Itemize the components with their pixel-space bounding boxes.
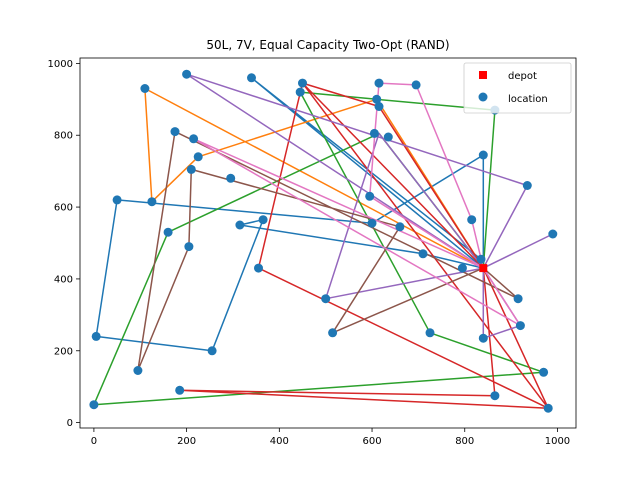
y-tick-label: 0 <box>67 418 73 429</box>
x-tick-label: 400 <box>270 436 289 447</box>
location-point <box>372 94 382 104</box>
location-point <box>184 242 194 252</box>
location-point <box>395 222 405 232</box>
location-point <box>515 321 525 331</box>
x-tick-label: 1000 <box>545 436 570 447</box>
y-tick-label: 400 <box>54 274 73 285</box>
location-point <box>490 391 500 401</box>
points-layer <box>89 69 558 413</box>
location-point <box>186 164 196 174</box>
location-point <box>207 346 217 356</box>
location-point <box>457 263 467 273</box>
location-point <box>163 227 173 237</box>
location-point <box>467 215 477 225</box>
route-line-5 <box>185 73 554 339</box>
location-point <box>478 333 488 343</box>
location-point <box>175 385 185 395</box>
location-point <box>328 328 338 338</box>
location-point <box>418 249 428 259</box>
x-tick-label: 0 <box>91 436 97 447</box>
location-point <box>147 197 157 207</box>
location-point <box>247 73 256 83</box>
x-tick-label: 600 <box>362 436 381 447</box>
location-point <box>425 328 435 338</box>
location-point <box>170 127 180 137</box>
location-point <box>226 173 236 183</box>
chart-title: 50L, 7V, Equal Capacity Two-Opt (RAND) <box>206 38 449 52</box>
location-point <box>298 78 307 88</box>
y-axis: 0 200 400 600 800 1000 <box>48 59 80 429</box>
x-tick-label: 800 <box>455 436 474 447</box>
location-point <box>91 331 101 341</box>
plot-border <box>79 57 577 429</box>
location-point <box>193 152 203 162</box>
y-tick-label: 800 <box>54 131 73 142</box>
location-point <box>254 263 263 273</box>
y-tick-label: 200 <box>54 346 73 357</box>
location-point <box>383 132 393 142</box>
plot-frame <box>80 58 576 428</box>
location-point <box>321 294 331 304</box>
location-point <box>539 367 549 377</box>
location-point <box>133 366 143 375</box>
legend-depot-marker <box>479 71 487 79</box>
location-point <box>112 195 122 205</box>
location-point <box>89 400 99 410</box>
legend: depot location <box>463 62 572 114</box>
plot-area <box>79 57 577 429</box>
location-point <box>140 84 150 93</box>
x-tick-label: 200 <box>177 436 196 447</box>
legend-location-label: location <box>508 94 548 105</box>
y-tick-label: 1000 <box>48 59 73 70</box>
legend-box <box>463 62 572 114</box>
location-point <box>258 215 268 225</box>
location-point <box>548 229 558 239</box>
route-line-3 <box>93 91 545 406</box>
location-point <box>478 150 488 160</box>
location-point <box>522 181 532 190</box>
route-line-2 <box>144 87 484 269</box>
location-point <box>367 218 377 228</box>
location-point <box>374 78 384 88</box>
location-point <box>182 69 192 79</box>
location-point <box>513 294 523 304</box>
location-point <box>235 220 245 230</box>
location-point <box>543 403 553 413</box>
location-point <box>411 80 421 90</box>
y-tick-label: 600 <box>54 203 73 214</box>
location-point <box>476 254 486 264</box>
location-point <box>369 128 379 138</box>
location-point <box>189 134 199 144</box>
location-point <box>374 102 384 111</box>
x-axis: 0 200 400 600 800 1000 <box>91 428 570 447</box>
depot-point <box>479 264 488 273</box>
legend-location-marker <box>478 92 488 102</box>
location-point <box>295 87 305 97</box>
legend-depot-label: depot <box>508 71 537 82</box>
location-point <box>365 191 375 201</box>
